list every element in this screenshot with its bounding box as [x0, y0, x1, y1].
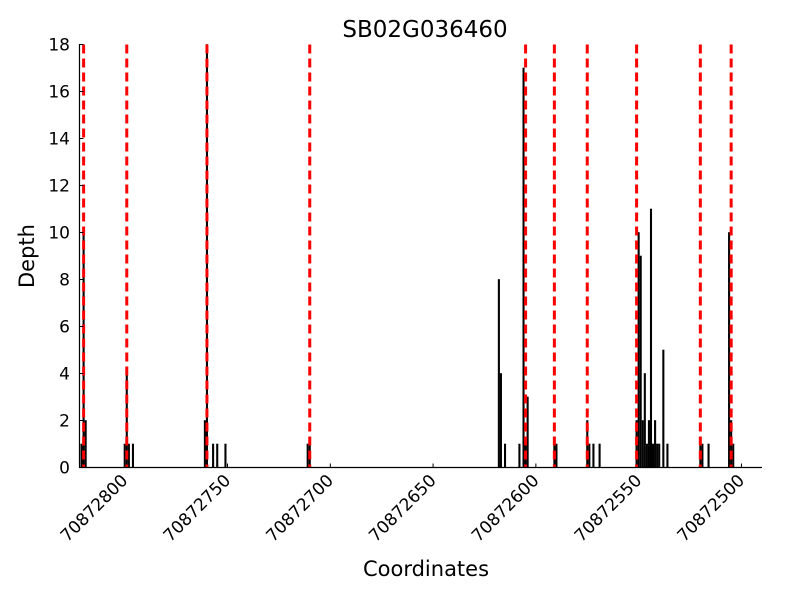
bar [499, 373, 502, 468]
y-tick-label: 18 [48, 36, 70, 56]
bar [212, 443, 215, 468]
x-tick-label: 70872750 [160, 471, 235, 546]
bar [522, 67, 525, 468]
bar [658, 443, 661, 468]
x-tick-label: 70872600 [468, 471, 543, 546]
bar [592, 443, 595, 468]
bar [127, 443, 130, 468]
bar [654, 420, 657, 468]
bar [637, 232, 640, 468]
y-tick-label: 12 [48, 177, 70, 197]
bar [728, 232, 731, 468]
y-tick-label: 2 [59, 412, 70, 432]
chart-title: SB02G036460 [342, 17, 507, 43]
y-tick-label: 10 [48, 224, 70, 244]
y-tick-label: 16 [48, 83, 70, 103]
bar [526, 396, 529, 468]
x-tick-label: 70872550 [571, 471, 646, 546]
bar [203, 420, 206, 468]
bar [555, 443, 558, 468]
x-axis-title: Coordinates [363, 557, 489, 581]
bar [652, 443, 655, 468]
bar [84, 420, 87, 468]
x-tick-label: 70872650 [365, 471, 440, 546]
bar [732, 443, 735, 468]
bar [662, 349, 665, 468]
bar [641, 420, 644, 468]
bar [707, 443, 710, 468]
bar [645, 443, 648, 468]
bar [639, 255, 642, 468]
y-tick-label: 0 [59, 459, 70, 479]
bar [306, 443, 309, 468]
bar [131, 443, 134, 468]
x-tick-label: 70872500 [674, 471, 749, 546]
marker-lines [82, 44, 733, 468]
bar [216, 443, 219, 468]
bar [701, 443, 704, 468]
x-tick-label: 70872800 [57, 471, 132, 546]
bar [647, 420, 650, 468]
x-tick-label: 70872700 [263, 471, 338, 546]
y-axis-ticks: 0 2 4 6 8 10 12 14 16 18 [48, 36, 84, 479]
y-tick-label: 14 [48, 130, 70, 150]
bar [588, 443, 591, 468]
bar [598, 443, 601, 468]
bar [224, 443, 227, 468]
bar [503, 443, 507, 468]
y-tick-label: 6 [59, 318, 70, 338]
y-tick-label: 8 [59, 271, 70, 291]
bar [80, 443, 83, 468]
bar [666, 443, 669, 468]
x-axis-ticks: 70872800 70872750 70872700 70872650 70872600… [57, 463, 749, 546]
bar [82, 232, 85, 468]
bar [497, 279, 500, 468]
bar [643, 373, 646, 468]
y-tick-label: 4 [59, 365, 70, 385]
y-axis-title: Depth [15, 224, 39, 288]
bar [649, 208, 653, 468]
bar [518, 443, 521, 468]
bar [656, 443, 659, 468]
